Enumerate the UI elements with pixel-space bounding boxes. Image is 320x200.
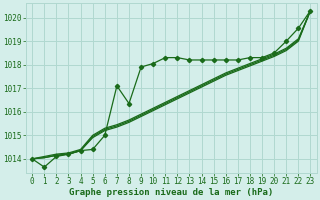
X-axis label: Graphe pression niveau de la mer (hPa): Graphe pression niveau de la mer (hPa) — [69, 188, 274, 197]
